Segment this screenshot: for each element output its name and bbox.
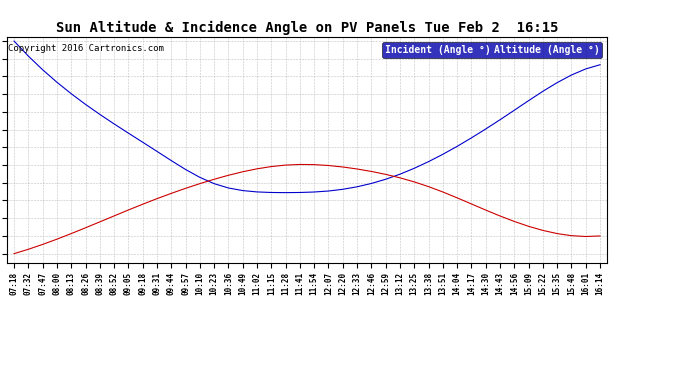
Text: Copyright 2016 Cartronics.com: Copyright 2016 Cartronics.com bbox=[8, 44, 164, 53]
Legend: Incident (Angle °), Altitude (Angle °): Incident (Angle °), Altitude (Angle °) bbox=[382, 42, 602, 58]
Title: Sun Altitude & Incidence Angle on PV Panels Tue Feb 2  16:15: Sun Altitude & Incidence Angle on PV Pan… bbox=[56, 21, 558, 35]
